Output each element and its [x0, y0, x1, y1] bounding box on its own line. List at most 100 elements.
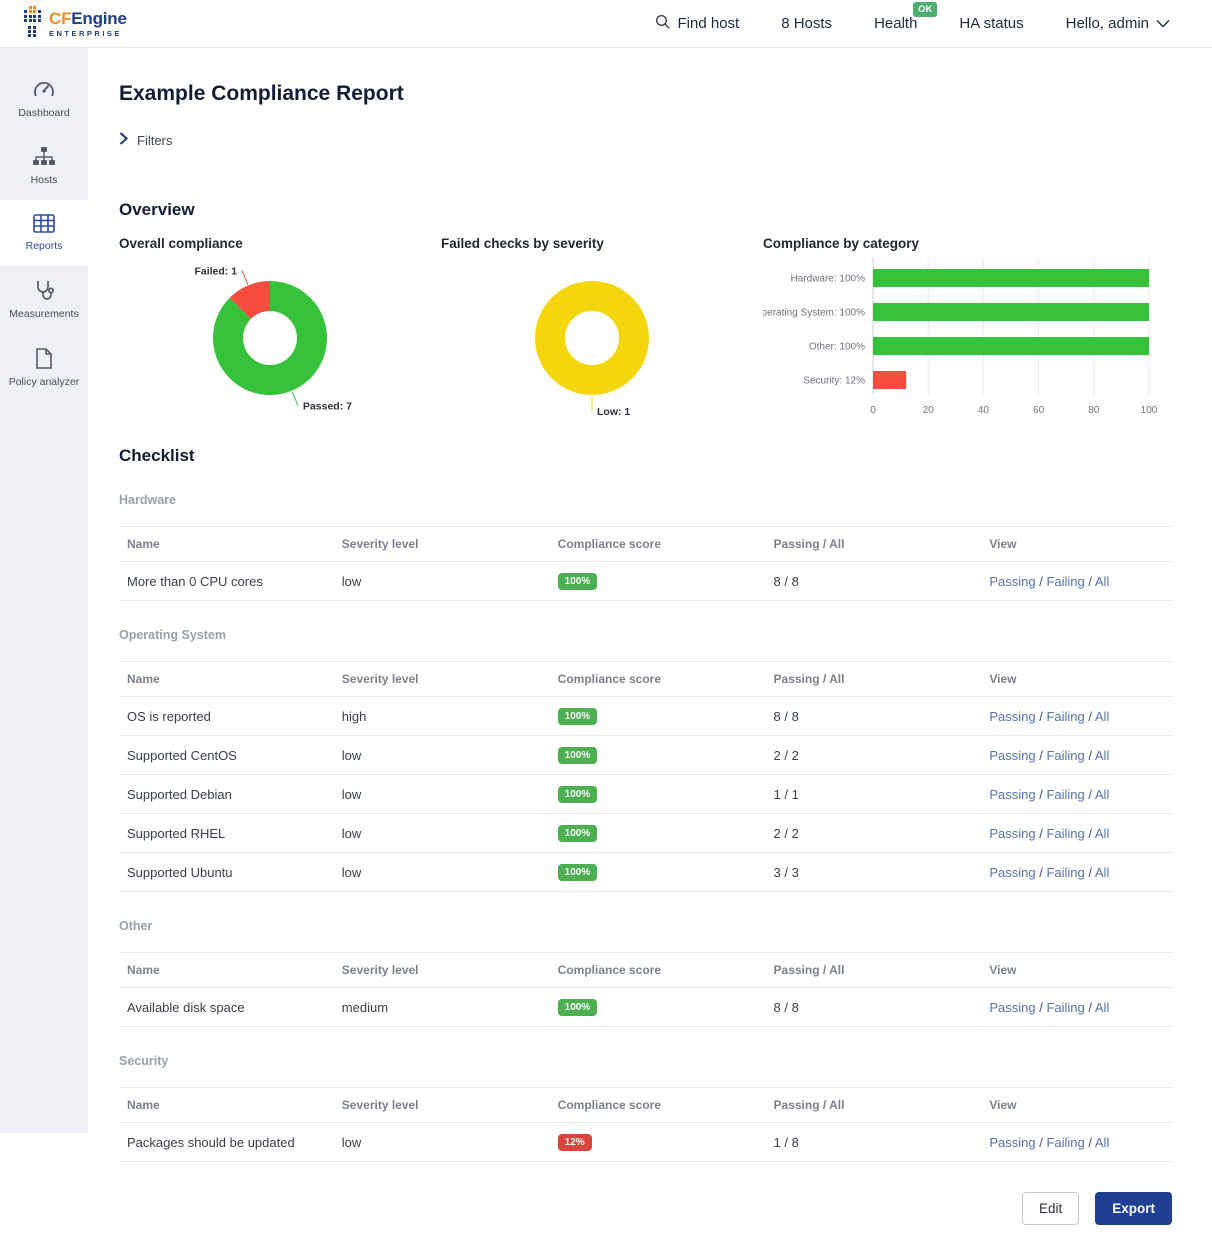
view-passing-link[interactable]: Passing — [989, 1135, 1035, 1150]
compliance-score-badge: 100% — [558, 708, 598, 725]
view-passing-link[interactable]: Passing — [989, 1000, 1035, 1015]
view-all-link[interactable]: All — [1095, 865, 1109, 880]
view-failing-link[interactable]: Failing — [1046, 826, 1084, 841]
view-failing-link[interactable]: Failing — [1046, 748, 1084, 763]
view-links: Passing / Failing / All — [981, 853, 1172, 892]
compliance-category-bars: 020406080100Hardware: 100%Operating Syst… — [763, 253, 1163, 425]
checklist-heading: Checklist — [119, 446, 1172, 466]
sidebar-item-policy-analyzer[interactable]: Policy analyzer — [0, 334, 88, 402]
view-all-link[interactable]: All — [1095, 787, 1109, 802]
view-failing-link[interactable]: Failing — [1046, 787, 1084, 802]
cfengine-logo[interactable]: CFEngine ENTERPRISE — [24, 6, 127, 42]
view-all-link[interactable]: All — [1095, 826, 1109, 841]
sidebar: Dashboard Hosts — [0, 48, 88, 1133]
view-link-separator: / — [1085, 865, 1095, 880]
compliance-score-cell: 100% — [550, 814, 766, 853]
view-failing-link[interactable]: Failing — [1046, 709, 1084, 724]
compliance-score-badge: 100% — [558, 573, 598, 590]
check-name: Supported Debian — [119, 775, 334, 814]
severity-level: high — [334, 697, 550, 736]
check-name: Packages should be updated — [119, 1123, 334, 1162]
view-passing-link[interactable]: Passing — [989, 826, 1035, 841]
checklist-row: Supported Debianlow100%1 / 1Passing / Fa… — [119, 775, 1172, 814]
column-header: Passing / All — [766, 953, 982, 988]
svg-text:40: 40 — [978, 405, 990, 416]
compliance-score-badge: 100% — [558, 999, 598, 1016]
view-passing-link[interactable]: Passing — [989, 748, 1035, 763]
health-menu[interactable]: Health OK — [874, 15, 917, 32]
view-link-separator: / — [1036, 1000, 1047, 1015]
view-passing-link[interactable]: Passing — [989, 574, 1035, 589]
view-links: Passing / Failing / All — [981, 736, 1172, 775]
sidebar-item-dashboard[interactable]: Dashboard — [0, 66, 88, 133]
policy-analyzer-icon — [35, 348, 53, 369]
compliance-score-badge: 100% — [558, 825, 598, 842]
column-header: Name — [119, 527, 334, 562]
reports-icon — [33, 214, 55, 233]
view-links: Passing / Failing / All — [981, 1123, 1172, 1162]
svg-text:Other: 100%: Other: 100% — [809, 342, 865, 353]
checklist-section: Hardware NameSeverity levelCompliance sc… — [119, 493, 1172, 601]
chevron-down-icon — [1156, 15, 1170, 32]
sidebar-item-measurements[interactable]: Measurements — [0, 266, 88, 334]
overview-heading: Overview — [119, 200, 1172, 220]
compliance-by-category-chart: Compliance by category 020406080100Hardw… — [763, 236, 1172, 430]
section-label: Security — [119, 1054, 1172, 1068]
checklist-section: Security NameSeverity levelCompliance sc… — [119, 1054, 1172, 1162]
column-header: Compliance score — [550, 953, 766, 988]
user-menu[interactable]: Hello, admin — [1066, 15, 1170, 32]
compliance-score-cell: 100% — [550, 736, 766, 775]
svg-text:Passed: 7: Passed: 7 — [303, 400, 352, 412]
column-header: Compliance score — [550, 1088, 766, 1123]
checklist-table: NameSeverity levelCompliance scorePassin… — [119, 952, 1172, 1027]
view-all-link[interactable]: All — [1095, 574, 1109, 589]
hosts-count[interactable]: 8 Hosts — [781, 15, 832, 32]
column-header: View — [981, 527, 1172, 562]
svg-text:0: 0 — [870, 405, 876, 416]
svg-text:Operating System: 100%: Operating System: 100% — [763, 308, 865, 319]
compliance-score-badge: 100% — [558, 864, 598, 881]
sidebar-item-hosts[interactable]: Hosts — [0, 133, 88, 200]
view-failing-link[interactable]: Failing — [1046, 1135, 1084, 1150]
chevron-right-icon — [119, 132, 128, 148]
view-failing-link[interactable]: Failing — [1046, 865, 1084, 880]
checklist-table: NameSeverity levelCompliance scorePassin… — [119, 1087, 1172, 1162]
view-passing-link[interactable]: Passing — [989, 865, 1035, 880]
column-header: View — [981, 662, 1172, 697]
view-all-link[interactable]: All — [1095, 1000, 1109, 1015]
view-all-link[interactable]: All — [1095, 709, 1109, 724]
health-ok-badge: OK — [913, 2, 937, 17]
passing-all: 1 / 8 — [766, 1123, 982, 1162]
chart-title: Compliance by category — [763, 236, 1172, 251]
view-link-separator: / — [1085, 709, 1095, 724]
compliance-score-cell: 100% — [550, 775, 766, 814]
check-name: Supported RHEL — [119, 814, 334, 853]
check-name: Available disk space — [119, 988, 334, 1027]
column-header: Severity level — [334, 1088, 550, 1123]
view-all-link[interactable]: All — [1095, 1135, 1109, 1150]
chart-title: Overall compliance — [119, 236, 441, 251]
sidebar-item-reports[interactable]: Reports — [0, 200, 88, 266]
view-failing-link[interactable]: Failing — [1046, 574, 1084, 589]
view-all-link[interactable]: All — [1095, 748, 1109, 763]
search-icon — [655, 14, 671, 34]
sidebar-item-label: Hosts — [31, 174, 58, 186]
view-passing-link[interactable]: Passing — [989, 709, 1035, 724]
svg-text:100: 100 — [1141, 405, 1158, 416]
edit-button[interactable]: Edit — [1022, 1192, 1079, 1225]
compliance-score-cell: 12% — [550, 1123, 766, 1162]
view-failing-link[interactable]: Failing — [1046, 1000, 1084, 1015]
ha-status[interactable]: HA status — [959, 15, 1023, 32]
severity-level: low — [334, 775, 550, 814]
checklist-section: Other NameSeverity levelCompliance score… — [119, 919, 1172, 1027]
filters-toggle[interactable]: Filters — [119, 132, 209, 148]
view-passing-link[interactable]: Passing — [989, 787, 1035, 802]
severity-level: medium — [334, 988, 550, 1027]
column-header: View — [981, 953, 1172, 988]
view-links: Passing / Failing / All — [981, 988, 1172, 1027]
check-name: OS is reported — [119, 697, 334, 736]
export-button[interactable]: Export — [1095, 1192, 1172, 1225]
compliance-score-badge: 12% — [558, 1134, 592, 1151]
find-host-search[interactable]: Find host — [655, 14, 740, 34]
view-links: Passing / Failing / All — [981, 814, 1172, 853]
